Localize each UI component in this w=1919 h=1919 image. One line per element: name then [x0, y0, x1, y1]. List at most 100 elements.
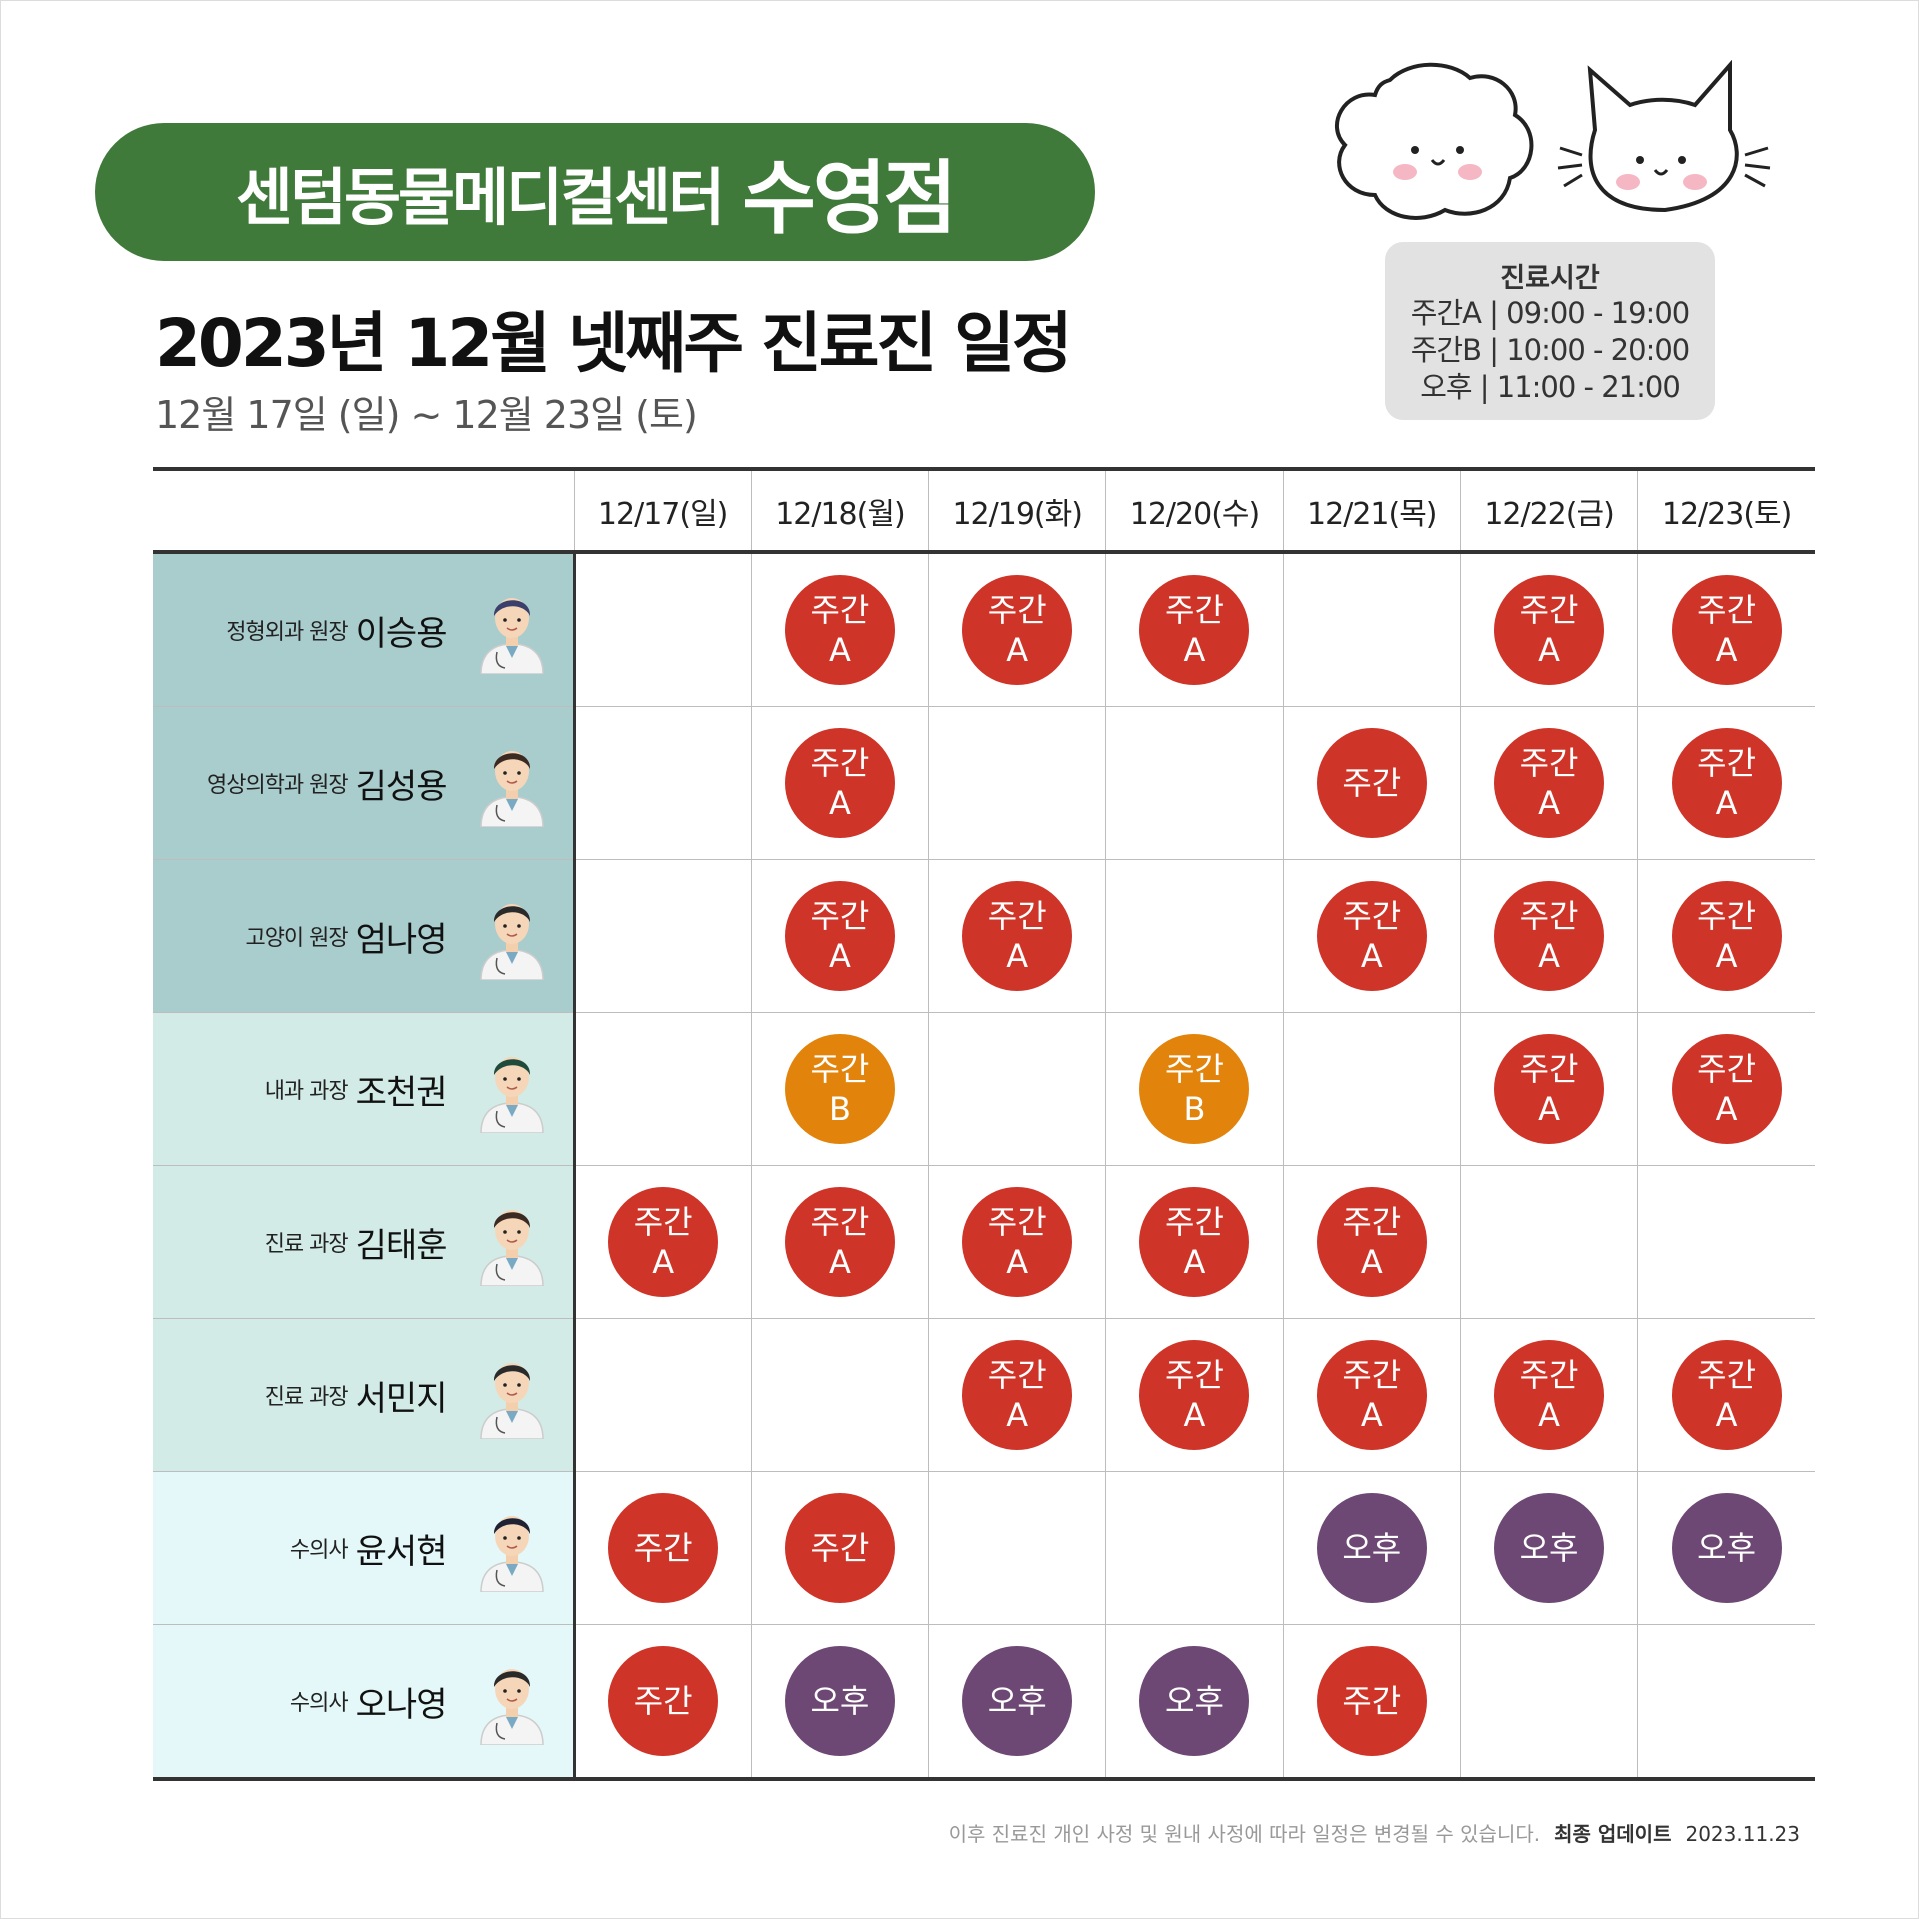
schedule-cell: 주간 A: [1637, 706, 1815, 860]
shift-badge: 주간 A: [1671, 1340, 1782, 1450]
schedule-cell: 주간 A: [1105, 552, 1284, 707]
shift-label: 주간: [1342, 1356, 1402, 1394]
shift-badge: 주간: [608, 1493, 719, 1603]
shift-badge: 오후: [784, 1646, 895, 1756]
doctor-name: 엄나영: [355, 919, 448, 960]
shift-badge: 오후: [1316, 1493, 1427, 1603]
schedule-cell: 주간 A: [1282, 859, 1461, 1013]
hours-line: 주간B | 10:00 - 20:00: [1410, 333, 1691, 367]
shift-badge: 주간 A: [1316, 1340, 1427, 1450]
schedule-body: 정형외과 원장 이승용 주간 A 주간 A 주간 A 주간 A 주간 A 영상의학과 원장 김성용 주간 A 주…: [153, 552, 1815, 1781]
schedule-cell: 오후: [1459, 1471, 1638, 1625]
shift-badge: 주간 A: [608, 1187, 719, 1297]
shift-code: A: [1538, 784, 1560, 822]
schedule-cell: [928, 1012, 1106, 1166]
shift-badge: 주간: [608, 1646, 719, 1756]
schedule-cell: 주간 A: [1105, 1318, 1284, 1472]
shift-badge: 주간 A: [1671, 728, 1782, 838]
shift-label: 주간: [1519, 744, 1579, 782]
shift-badge: 주간: [1316, 1646, 1427, 1756]
shift-code: A: [1006, 1243, 1029, 1281]
shift-code: A: [828, 937, 851, 975]
schedule-cell: [572, 1318, 752, 1472]
shift-code: A: [1360, 937, 1383, 975]
shift-label: 주간: [633, 1203, 693, 1241]
shift-code: A: [1006, 1396, 1029, 1434]
corner-cell: [153, 469, 574, 552]
shift-code: B: [1183, 1090, 1206, 1128]
shift-badge: 오후: [962, 1646, 1073, 1756]
doctor-info: 내과 과장 조천권: [153, 1045, 573, 1133]
doctor-info: 수의사 윤서현: [153, 1504, 573, 1592]
schedule-cell: 주간: [572, 1471, 752, 1625]
doctor-avatar-icon: [479, 1669, 544, 1745]
schedule-cell: [750, 1318, 929, 1472]
doctor-role: 진료 과장: [264, 1232, 349, 1257]
shift-code: A: [1183, 631, 1206, 669]
doctor-avatar-icon: [479, 598, 544, 674]
shift-badge: 주간 A: [1494, 1340, 1605, 1450]
shift-code: A: [828, 1243, 851, 1281]
shift-badge: 주간: [784, 1493, 895, 1603]
shift-code: A: [828, 784, 851, 822]
schedule-cell: [1282, 1012, 1461, 1166]
schedule-cell: [1105, 706, 1284, 860]
doctor-info: 진료 과장 김태훈: [153, 1198, 573, 1286]
shift-label: 주간: [987, 1203, 1047, 1241]
hospital-banner: 센텀동물메디컬센터 수영점: [95, 123, 1095, 261]
schedule-cell: 주간: [572, 1624, 752, 1781]
shift-code: B: [828, 1090, 851, 1128]
cat-icon: [1557, 60, 1771, 213]
doctor-role: 영상의학과 원장: [206, 773, 349, 798]
shift-badge: 오후: [1139, 1646, 1250, 1756]
schedule-cell: 주간 A: [928, 859, 1106, 1013]
shift-code: A: [1538, 1090, 1560, 1128]
schedule-cell: 오후: [928, 1624, 1106, 1781]
shift-label: 주간: [1697, 1356, 1757, 1394]
schedule-cell: 오후: [750, 1624, 929, 1781]
shift-badge: 주간 A: [962, 881, 1073, 991]
doctor-cell: 영상의학과 원장 김성용: [153, 706, 574, 860]
shift-label: 주간: [1697, 1050, 1757, 1088]
schedule-cell: 오후: [1105, 1624, 1284, 1781]
shift-label: 주간: [1519, 1050, 1579, 1088]
shift-code: A: [1715, 937, 1738, 975]
doctor-name: 김성용: [355, 766, 448, 807]
schedule-cell: 주간 A: [572, 1165, 752, 1319]
doctor-name: 조천권: [355, 1072, 448, 1113]
doctor-row: 영상의학과 원장 김성용 주간 A 주간 주간 A 주간 A: [153, 706, 1815, 860]
shift-code: A: [1360, 1243, 1383, 1281]
shift-label: 주간: [1342, 897, 1402, 935]
page-title: 2023년 12월 넷째주 진료진 일정: [155, 305, 1073, 382]
shift-badge: 주간 A: [1139, 575, 1250, 685]
shift-label: 주간: [1519, 897, 1579, 935]
shift-badge: 주간 A: [1139, 1187, 1250, 1297]
schedule-cell: 주간 A: [1637, 552, 1815, 707]
schedule-cell: [1105, 1471, 1284, 1625]
shift-label: 주간: [987, 1356, 1047, 1394]
schedule-cell: 주간: [750, 1471, 929, 1625]
doctor-role: 진료 과장: [264, 1385, 349, 1410]
schedule-cell: 주간 A: [928, 1318, 1106, 1472]
shift-badge: 주간 A: [784, 728, 895, 838]
shift-code: A: [1715, 1090, 1738, 1128]
day-header: 12/19(화): [928, 469, 1106, 552]
shift-badge: 오후: [1671, 1493, 1782, 1603]
schedule-cell: 주간 A: [750, 859, 929, 1013]
shift-label: 주간: [810, 897, 870, 935]
shift-badge: 주간 A: [1316, 1187, 1427, 1297]
day-header: 12/17(일): [573, 469, 752, 552]
doctor-info: 진료 과장 서민지: [153, 1351, 573, 1439]
schedule-cell: 주간 A: [750, 1165, 929, 1319]
doctor-row: 진료 과장 김태훈 주간 A 주간 A 주간 A 주간 A 주간 A: [153, 1165, 1815, 1319]
doctor-name: 오나영: [355, 1684, 448, 1725]
hospital-name: 센텀동물메디컬센터: [235, 161, 725, 234]
shift-badge: 주간 A: [784, 575, 895, 685]
hours-line: 오후 | 11:00 - 21:00: [1420, 370, 1681, 404]
shift-code: A: [1715, 1396, 1738, 1434]
clinic-hours-box: 진료시간 주간A | 09:00 - 19:00 주간B | 10:00 - 2…: [1385, 242, 1715, 420]
shift-label: 주간: [810, 1050, 870, 1088]
doctor-role: 고양이 원장: [245, 926, 348, 951]
shift-code: A: [1538, 937, 1560, 975]
shift-label: 주간: [987, 897, 1047, 935]
